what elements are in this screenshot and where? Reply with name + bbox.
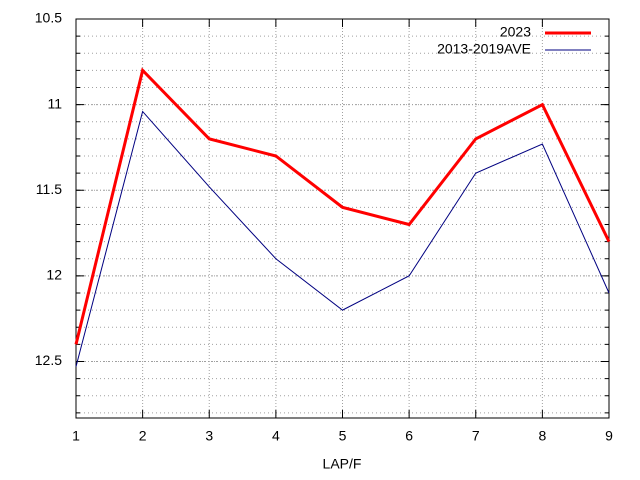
x-tick-label: 4 xyxy=(272,428,280,444)
plot-frame xyxy=(75,18,610,419)
y-tick-label: 12.5 xyxy=(35,352,62,368)
x-tick-label: 6 xyxy=(405,428,413,444)
x-tick-label: 2 xyxy=(139,428,147,444)
x-tick-label: 3 xyxy=(205,428,213,444)
y-tick-label: 10.5 xyxy=(35,10,62,26)
x-tick-label: 5 xyxy=(339,428,347,444)
y-tick-label: 12 xyxy=(46,267,62,283)
x-tick-label: 7 xyxy=(472,428,480,444)
legend-label: 2023 xyxy=(500,24,531,40)
x-tick-label: 8 xyxy=(538,428,546,444)
x-axis-label: LAP/F xyxy=(323,456,362,472)
y-tick-label: 11 xyxy=(47,95,62,111)
series-line xyxy=(74,67,611,345)
y-tick-label: 11.5 xyxy=(36,181,62,197)
legend-label: 2013-2019AVE xyxy=(437,41,531,57)
x-tick-label: 1 xyxy=(72,428,80,444)
series-line xyxy=(75,110,610,367)
x-tick-label: 9 xyxy=(605,428,613,444)
